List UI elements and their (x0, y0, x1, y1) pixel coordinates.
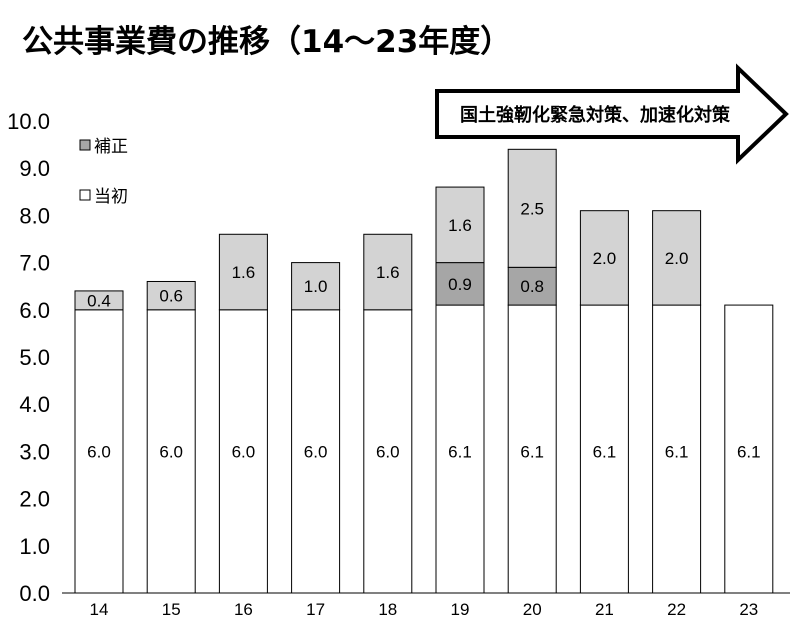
bar-segment-hosei (218, 233, 268, 311)
y-tick-label: 5.0 (19, 345, 50, 370)
bar-segment-tosho (74, 309, 124, 594)
bar-value-label: 2.0 (593, 249, 617, 268)
bar-segment-tosho (724, 304, 774, 594)
bar-segment-hosei (652, 210, 702, 306)
y-tick-label: 9.0 (19, 156, 50, 181)
bar-value-label: 2.5 (520, 199, 544, 218)
bar-value-label: 6.0 (376, 442, 400, 461)
y-tick-label: 10.0 (7, 109, 50, 134)
x-tick-label: 18 (378, 600, 397, 619)
x-axis: 14 15 16 17 18 19 20 21 22 23 (90, 600, 759, 619)
bar-segment-hosei (291, 262, 341, 311)
y-tick-label: 3.0 (19, 439, 50, 464)
bar-value-label: 6.0 (232, 442, 256, 461)
bar-value-label: 1.0 (304, 277, 328, 296)
x-tick-label: 14 (90, 600, 109, 619)
bar-segment-hosei (579, 210, 629, 306)
legend-label-tosho: 当初 (94, 187, 128, 207)
bar-value-label: 6.0 (159, 442, 183, 461)
bar-value-label: 1.6 (448, 216, 472, 235)
bar-value-label: 6.0 (87, 442, 111, 461)
legend-label-hosei: 補正 (94, 137, 128, 157)
bar-segment-hosei (507, 148, 557, 268)
y-tick-label: 4.0 (19, 392, 50, 417)
bar-value-label: 0.4 (87, 291, 111, 310)
bar-value-label: 2.0 (665, 249, 689, 268)
bar-segment-hosei-dark (435, 262, 485, 306)
bar-segment-tosho (579, 304, 629, 594)
y-tick-label: 0.0 (19, 581, 50, 606)
y-tick-label: 1.0 (19, 534, 50, 559)
bar-value-label: 6.1 (593, 442, 617, 461)
bar-segment-hosei (435, 186, 485, 264)
chart-title: 公共事業費の推移（14〜23年度） (22, 24, 511, 60)
x-tick-label: 21 (595, 600, 614, 619)
arrow-label: 国土強靭化緊急対策、加速化対策 (460, 104, 731, 126)
bar-segment-tosho (652, 304, 702, 594)
x-tick-label: 15 (162, 600, 181, 619)
x-tick-label: 17 (306, 600, 325, 619)
bar-value-label: 1.6 (232, 263, 256, 282)
annotation-arrow: 国土強靭化緊急対策、加速化対策 (435, 63, 789, 165)
legend: 補正 当初 (79, 137, 128, 207)
y-tick-label: 2.0 (19, 487, 50, 512)
bar-value-label: 6.1 (448, 442, 472, 461)
bar-value-label: 6.1 (737, 442, 761, 461)
x-tick-label: 19 (451, 600, 470, 619)
y-axis: 0.0 1.0 2.0 3.0 4.0 5.0 6.0 7.0 8.0 9.0 10.0 (7, 109, 50, 606)
bar-value-label: 0.8 (520, 277, 544, 296)
bar-segment-hosei (146, 280, 196, 311)
y-tick-label: 6.0 (19, 298, 50, 323)
x-tick-label: 23 (739, 600, 758, 619)
bar-value-label: 6.0 (304, 442, 328, 461)
bar-value-label: 1.6 (376, 263, 400, 282)
legend-swatch-hosei (79, 139, 91, 151)
x-tick-label: 16 (234, 600, 253, 619)
bars: 6.0 0.4 6.0 0.6 6.0 1.6 6.0 1.0 6.0 1.6 6.1 0.9 1.6 6… (74, 148, 774, 594)
bar-segment-hosei (363, 233, 413, 311)
bar-value-label: 0.9 (448, 275, 472, 294)
bar-value-label: 6.1 (665, 442, 689, 461)
bar-segment-tosho (507, 304, 557, 594)
bar-segment-hosei (74, 290, 124, 311)
y-tick-label: 7.0 (19, 251, 50, 276)
bar-value-label: 0.6 (159, 287, 183, 306)
arrow-shape (435, 63, 789, 165)
x-tick-label: 20 (523, 600, 542, 619)
bar-segment-tosho (363, 309, 413, 594)
x-tick-label: 22 (667, 600, 686, 619)
y-tick-label: 8.0 (19, 203, 50, 228)
legend-swatch-toshо (79, 189, 91, 201)
bar-value-label: 6.1 (520, 442, 544, 461)
